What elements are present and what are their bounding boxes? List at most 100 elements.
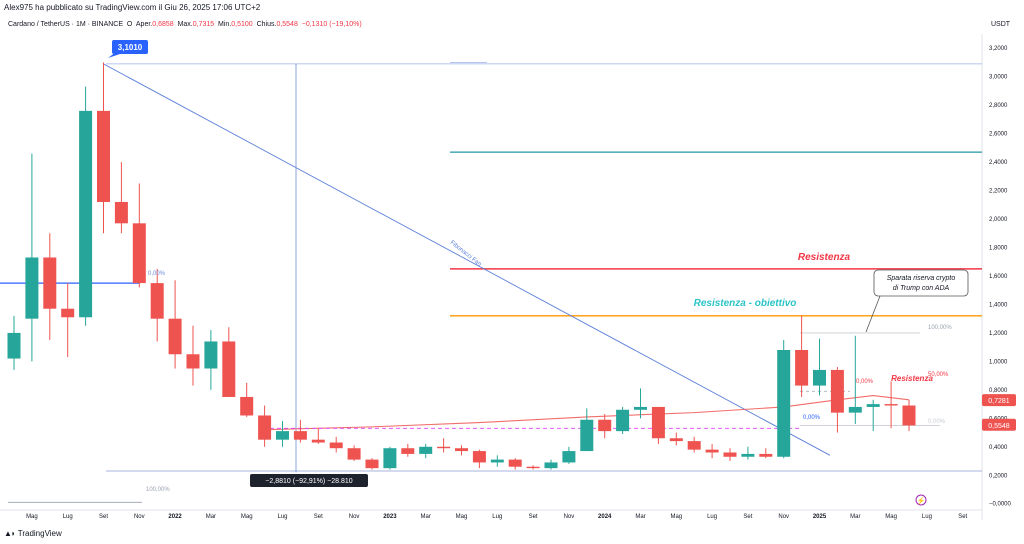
candle-body	[634, 406, 647, 410]
x-tick-label: Lug	[277, 514, 287, 520]
x-tick-label: 2023	[383, 514, 397, 520]
candle-body	[419, 446, 433, 454]
x-tick-label: Nov	[349, 514, 360, 520]
y-tick-label: 1,0000	[989, 359, 1008, 365]
small-resistance-label: Resistenza	[891, 374, 933, 383]
x-tick-label: Nov	[778, 514, 789, 520]
x-tick-label: Set	[743, 514, 752, 520]
change-value: −0,1310 (−19,10%)	[301, 21, 362, 28]
symbol-name[interactable]: Cardano / TetherUS · 1M · BINANCE	[8, 21, 124, 28]
open-marker: O	[126, 21, 133, 28]
x-tick-label: Lug	[922, 514, 932, 520]
y-tick-label: 1,4000	[989, 302, 1008, 308]
y-tick-label: −0,0000	[989, 502, 1012, 508]
candle-body	[616, 409, 630, 432]
x-tick-label: Lug	[707, 514, 717, 520]
x-tick-label: Set	[529, 514, 538, 520]
measure-label: −2,8810 (−92,91%) −28.810	[265, 478, 352, 485]
last-price-badge	[982, 418, 1016, 431]
x-tick-label: Nov	[134, 514, 145, 520]
candle-body	[132, 223, 146, 284]
peak-price-badge	[112, 40, 148, 54]
target-resistance-label: Resistenza - obiettivo	[694, 298, 797, 309]
y-tick-label: 0,8000	[989, 388, 1008, 394]
candle-body	[114, 201, 128, 224]
ma-value-badge	[982, 394, 1016, 407]
x-tick-label: Lug	[63, 514, 73, 520]
high-value: 0,7315	[192, 21, 215, 28]
candle-body	[795, 350, 809, 386]
candle-body	[222, 341, 236, 397]
candle-body	[455, 448, 468, 452]
peak-price-label: 3,1010	[118, 43, 143, 52]
candle-body	[848, 406, 862, 413]
candle-body	[43, 257, 57, 309]
y-tick-label: 1,6000	[989, 274, 1008, 280]
fib-right-c-label: 0,00%	[928, 419, 946, 425]
callout-box	[873, 269, 969, 297]
high-label: Max.	[177, 21, 193, 28]
low-value: 0,5100	[231, 21, 253, 28]
y-tick-label: 3,2000	[989, 46, 1008, 52]
close-value: 0,5548	[276, 21, 298, 28]
x-tick-label: Nov	[564, 514, 575, 520]
candle-body	[97, 110, 110, 202]
x-tick-label: Set	[958, 514, 967, 520]
candle-body	[437, 446, 451, 449]
candle-body	[472, 451, 486, 463]
symbol-bar: Cardano / TetherUS · 1M · BINANCE O Aper…	[8, 21, 362, 28]
candle-body	[383, 448, 397, 469]
publisher-line: Alex975 ha pubblicato su TradingView.com…	[4, 3, 261, 12]
x-tick-label: Mag	[241, 514, 253, 520]
callout-line-1: Sparata riserva crypto	[887, 275, 956, 282]
y-tick-label: 2,0000	[989, 217, 1008, 223]
candle-body	[562, 451, 576, 463]
candle-body	[759, 453, 773, 457]
events-bolt-icon	[915, 494, 927, 506]
candle-body	[329, 442, 343, 449]
x-tick-label: Mag	[26, 514, 38, 520]
candle-body	[669, 438, 683, 442]
fib-right-50-label: 50,00%	[928, 372, 949, 378]
x-tick-label: Mag	[670, 514, 682, 520]
candle-body	[830, 369, 844, 413]
candle-body	[866, 404, 880, 407]
fib-left-0-label: 0,00%	[148, 271, 166, 277]
x-tick-label: Mar	[635, 514, 645, 520]
candle-body	[258, 415, 272, 440]
events-bolt-glyph: ⚡	[917, 496, 926, 505]
y-tick-label: 1,8000	[989, 246, 1008, 252]
candle-body	[401, 448, 415, 454]
measure-label-box	[250, 474, 368, 487]
y-tick-label: 0,4000	[989, 445, 1008, 451]
y-tick-label: 3,0000	[989, 75, 1008, 81]
fib-right-0a-label: 0,00%	[856, 379, 874, 385]
candle-body	[884, 404, 898, 406]
candle-body	[204, 341, 218, 369]
x-tick-label: 2022	[168, 514, 182, 520]
candle-body	[490, 459, 504, 463]
candle-body	[7, 332, 21, 359]
ma-value-label: 0,7281	[988, 398, 1010, 405]
candle-body	[777, 350, 791, 457]
candle-body	[705, 449, 719, 453]
open-value: 0,6858	[152, 21, 174, 28]
candle-body	[311, 439, 325, 443]
candle-body	[150, 283, 164, 319]
fib-right-0b-label: 0,00%	[803, 415, 821, 421]
candle-body	[186, 354, 200, 369]
fib-right-100-label: 100,00%	[928, 325, 952, 331]
y-tick-label: 2,4000	[989, 160, 1008, 166]
x-tick-label: Set	[99, 514, 108, 520]
candle-body	[580, 419, 594, 452]
candle-body	[168, 318, 182, 355]
fib-fan-label: Fibonacci Fan	[449, 240, 482, 268]
peak-pointer	[108, 52, 120, 58]
x-tick-label: 2024	[598, 514, 612, 520]
callout-line-2: di Trump con ADA	[893, 285, 950, 292]
last-price-label: 0,5548	[988, 423, 1010, 430]
fib-left-100-label: 100,00%	[146, 487, 170, 493]
x-tick-label: 2025	[813, 514, 827, 520]
candle-body	[240, 396, 254, 416]
